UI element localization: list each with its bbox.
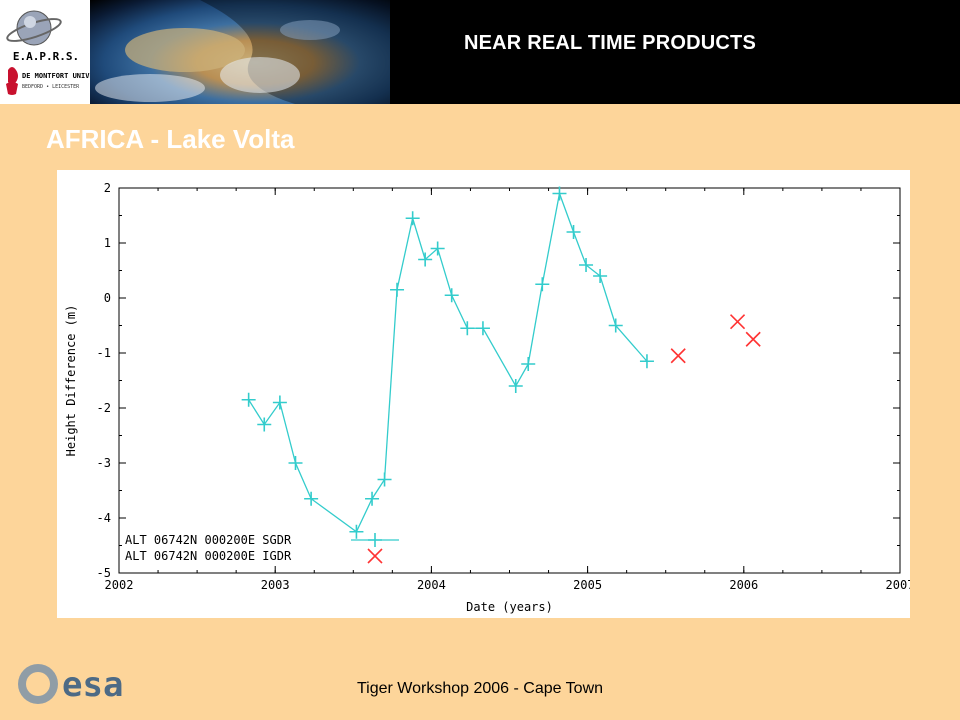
x-tick-label: 2005 bbox=[573, 578, 602, 592]
legend-label: ALT 06742N 000200E IGDR bbox=[125, 549, 292, 563]
saturn-icon bbox=[6, 10, 62, 46]
data-point bbox=[508, 379, 523, 393]
y-tick-label: 0 bbox=[104, 291, 111, 305]
data-point bbox=[349, 524, 364, 539]
y-tick-label: 2 bbox=[104, 181, 111, 195]
legend-marker bbox=[367, 548, 383, 564]
slide-title: AFRICA - Lake Volta bbox=[46, 124, 295, 154]
data-point bbox=[639, 354, 654, 369]
data-point bbox=[593, 269, 608, 283]
data-point bbox=[670, 348, 686, 364]
x-axis-label: Date (years) bbox=[466, 600, 553, 614]
de-montfort-university-logo: DE MONTFORT UNIVERSITY BEDFORD • LEICEST… bbox=[6, 67, 116, 95]
y-tick-labels: 2 1 0 -1 -2 -3 -4 -5 bbox=[97, 181, 111, 580]
data-point bbox=[566, 225, 581, 239]
logo-panel: E.A.P.R.S. DE MONTFORT UNIVERSITY BEDFOR… bbox=[0, 0, 116, 104]
chart-legend: ALT 06742N 000200E SGDR ALT 06742N 000200… bbox=[125, 533, 399, 564]
y-tick-label: -2 bbox=[97, 401, 111, 415]
data-point bbox=[579, 258, 594, 272]
x-tick-label: 2007 bbox=[886, 578, 910, 592]
y-axis-label: Height Difference (m) bbox=[64, 305, 78, 457]
earth-svg bbox=[95, 0, 390, 104]
data-point bbox=[535, 277, 550, 292]
chart-panel: 2002 2003 2004 2005 2006 2007 2 1 0 -1 -2 -3 -4 -5 D… bbox=[57, 170, 915, 618]
data-point bbox=[241, 392, 256, 407]
esa-logo: esa bbox=[14, 660, 134, 715]
x-tick-label: 2004 bbox=[417, 578, 446, 592]
header-title: NEAR REAL TIME PRODUCTS bbox=[463, 32, 757, 54]
series-2 bbox=[670, 314, 761, 364]
data-point bbox=[288, 456, 303, 470]
y-tick-label: -4 bbox=[97, 511, 111, 525]
data-point bbox=[729, 314, 746, 330]
x-tick-label: 2003 bbox=[261, 578, 290, 592]
university-sub: BEDFORD • LEICESTER bbox=[22, 84, 80, 90]
y-tick-label: 1 bbox=[104, 236, 111, 250]
data-point bbox=[377, 472, 392, 487]
plot-frame bbox=[118, 187, 901, 574]
earth-image bbox=[90, 0, 390, 104]
header-bar: E.A.P.R.S. DE MONTFORT UNIVERSITY BEDFOR… bbox=[0, 0, 960, 104]
data-point bbox=[304, 491, 319, 506]
y-tick-label: -3 bbox=[97, 456, 111, 470]
series-1 bbox=[241, 186, 654, 539]
x-tick-labels: 2002 2003 2004 2005 2006 2007 bbox=[105, 578, 915, 592]
logos-svg: E.A.P.R.S. DE MONTFORT UNIVERSITY BEDFOR… bbox=[6, 10, 116, 95]
esa-logo-svg: esa bbox=[18, 664, 123, 705]
y-tick-label: -5 bbox=[97, 566, 111, 580]
data-point bbox=[745, 331, 761, 347]
axis-ticks bbox=[118, 187, 901, 574]
esa-logo-text: esa bbox=[62, 665, 123, 705]
height-difference-chart: 2002 2003 2004 2005 2006 2007 2 1 0 -1 -2 -3 -4 -5 D… bbox=[64, 181, 915, 614]
y-tick-label: -1 bbox=[97, 346, 111, 360]
data-point bbox=[552, 186, 567, 201]
legend-marker bbox=[368, 533, 382, 547]
data-point bbox=[608, 318, 623, 333]
data-point bbox=[405, 211, 420, 226]
legend-label: ALT 06742N 000200E SGDR bbox=[125, 533, 292, 547]
data-point bbox=[390, 282, 405, 297]
eaprs-logo: E.A.P.R.S. bbox=[13, 50, 79, 63]
data-point bbox=[521, 357, 536, 371]
university-name: DE MONTFORT UNIVERSITY bbox=[22, 72, 90, 80]
data-point bbox=[418, 252, 433, 267]
data-point bbox=[475, 321, 490, 336]
x-tick-label: 2006 bbox=[729, 578, 758, 592]
data-point bbox=[272, 395, 287, 410]
data-point bbox=[430, 241, 445, 256]
data-point bbox=[460, 321, 475, 336]
series-line bbox=[248, 191, 648, 533]
data-point bbox=[257, 417, 272, 432]
footer-caption: Tiger Workshop 2006 - Cape Town bbox=[356, 680, 604, 697]
x-tick-label: 2002 bbox=[105, 578, 134, 592]
data-point bbox=[365, 491, 380, 506]
data-point bbox=[444, 288, 459, 303]
series-layer bbox=[241, 186, 761, 539]
